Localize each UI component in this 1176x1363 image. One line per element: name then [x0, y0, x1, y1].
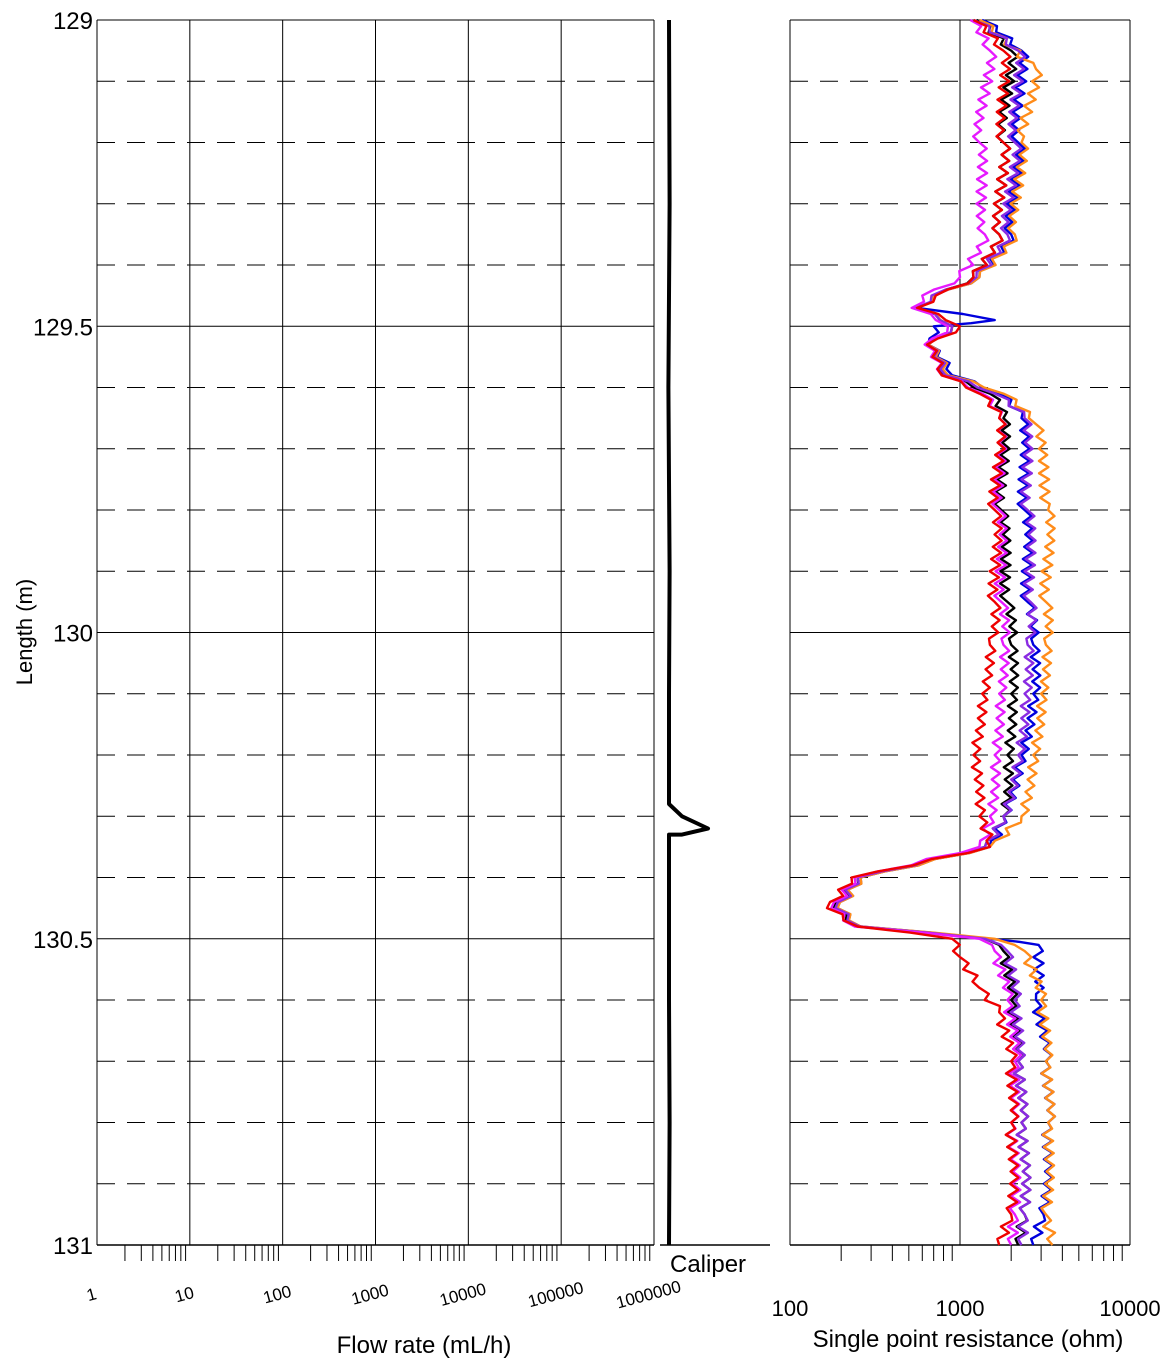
caliper-panel: [660, 19, 770, 1246]
resistance-x-tick-label: 10000: [1099, 1296, 1160, 1321]
y-axis-label: Length (m): [12, 579, 37, 685]
labels: Length (m) Flow rate (mL/h) Caliper Sing…: [12, 579, 1123, 1359]
y-tick-label: 129: [53, 8, 93, 35]
resistance-axis-label: Single point resistance (ohm): [813, 1326, 1124, 1353]
flow-x-tick-label: 1000: [349, 1281, 390, 1309]
flow-x-tick-label: 1000000: [614, 1277, 683, 1312]
y-tick-label: 131: [53, 1233, 93, 1260]
resistance-series-line: [836, 18, 1057, 1246]
flow-x-tick-label: 10: [173, 1283, 196, 1306]
flow-rate-panel: 1 10 100 1000 10000 100000 1000000 129 129.5 130 1…: [33, 8, 683, 1312]
resistance-panel: 100 1000 10000: [772, 18, 1161, 1321]
flow-x-tick-label: 10000: [438, 1279, 489, 1310]
y-tick-label: 129.5: [33, 314, 93, 341]
resistance-series-line: [825, 18, 1020, 1246]
flow-x-tick-label: 1: [85, 1284, 99, 1305]
flow-x-tick-label: 100: [261, 1282, 293, 1308]
y-tick-label: 130.5: [33, 927, 93, 954]
resistance-series-line: [830, 18, 1023, 1246]
resistance-x-tick-label: 1000: [936, 1296, 985, 1321]
caliper-axis-label: Caliper: [670, 1251, 746, 1278]
caliper-line: [666, 19, 710, 1246]
flow-rate-axis-label: Flow rate (mL/h): [337, 1332, 512, 1359]
resistance-series-line: [834, 18, 1038, 1246]
y-tick-label: 130: [53, 621, 93, 648]
resistance-x-tick-label: 100: [772, 1296, 809, 1321]
flow-x-tick-label: 100000: [526, 1278, 586, 1311]
